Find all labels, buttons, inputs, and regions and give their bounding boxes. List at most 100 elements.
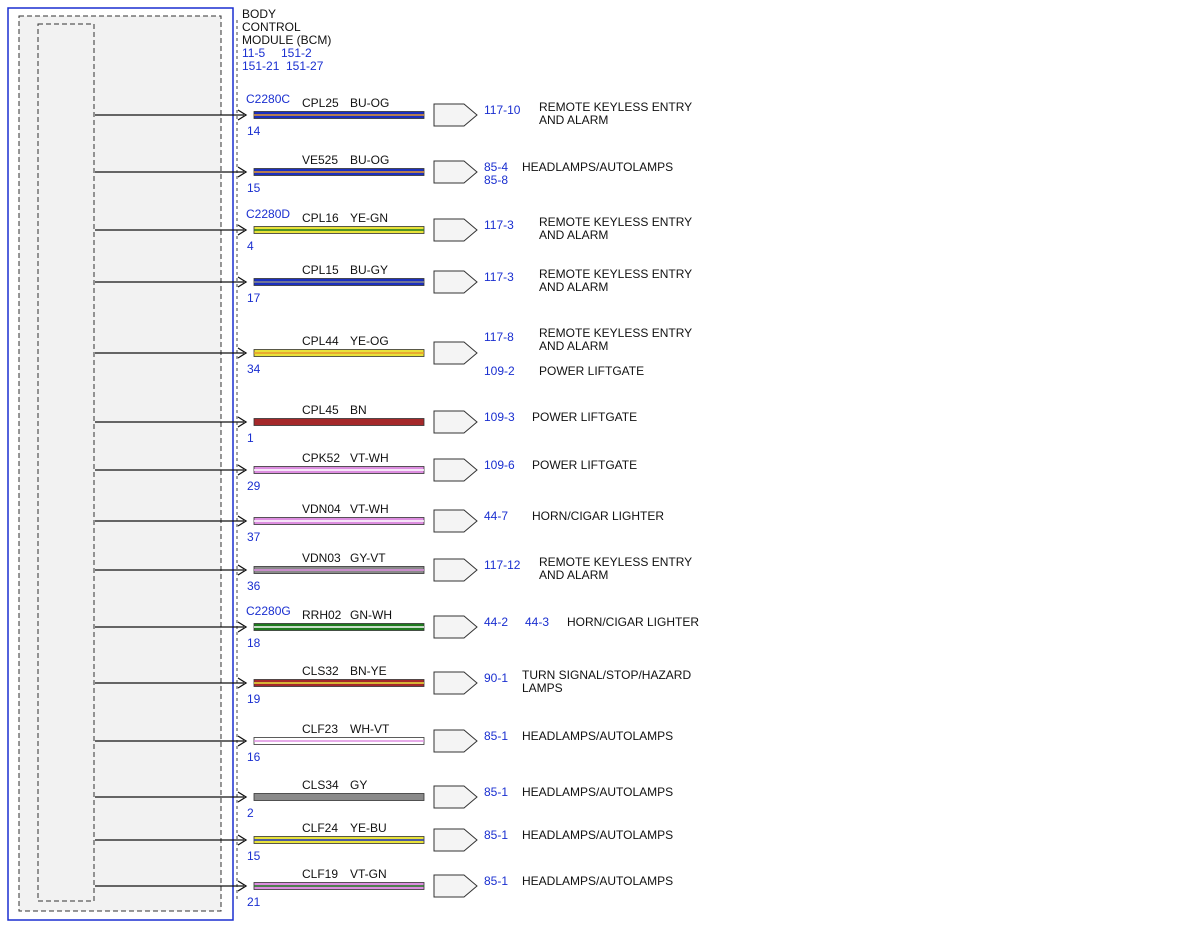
connector-shape[interactable] bbox=[433, 160, 478, 184]
pin-number: 29 bbox=[247, 479, 261, 493]
circuit-id: CPK52 bbox=[302, 451, 340, 465]
pin-arrow-icon bbox=[237, 834, 248, 846]
connector-shape[interactable] bbox=[433, 874, 478, 898]
connector-shape[interactable] bbox=[433, 615, 478, 639]
pin-arrow-icon bbox=[237, 224, 248, 236]
circuit-id: CLF23 bbox=[302, 722, 338, 736]
pin-number: 4 bbox=[247, 239, 254, 253]
pin-arrow-icon bbox=[237, 166, 248, 178]
destination-label: HORN/CIGAR LIGHTER bbox=[532, 509, 664, 523]
pin-number: 1 bbox=[247, 431, 254, 445]
connector-shape[interactable] bbox=[433, 341, 478, 365]
wire-color-code: YE-GN bbox=[350, 211, 388, 225]
destination-label: HORN/CIGAR LIGHTER bbox=[567, 615, 699, 629]
circuit-id: CPL45 bbox=[302, 403, 339, 417]
pin-arrow-icon bbox=[237, 515, 248, 527]
circuit-id: VDN03 bbox=[302, 551, 341, 565]
page-ref-link[interactable]: 85-1 bbox=[484, 874, 508, 888]
bcm-module-outer-dashed bbox=[18, 15, 222, 912]
wire[interactable] bbox=[253, 418, 425, 426]
wire-color-code: GY bbox=[350, 778, 367, 792]
destination-label: HEADLAMPS/AUTOLAMPS bbox=[522, 874, 673, 888]
pin-number: 36 bbox=[247, 579, 261, 593]
wire-color-code: YE-OG bbox=[350, 334, 389, 348]
connector-shape[interactable] bbox=[433, 671, 478, 695]
module-ref[interactable]: 151-27 bbox=[286, 59, 324, 73]
page-ref-link[interactable]: 117-12 bbox=[484, 558, 521, 572]
destination-label: POWER LIFTGATE bbox=[539, 364, 644, 378]
connector-shape[interactable] bbox=[433, 270, 478, 294]
destination-label: HEADLAMPS/AUTOLAMPS bbox=[522, 729, 673, 743]
circuit-id: CPL25 bbox=[302, 96, 339, 110]
destination-label: POWER LIFTGATE bbox=[532, 458, 637, 472]
connector-shape[interactable] bbox=[433, 558, 478, 582]
page-ref-link[interactable]: 109-2 bbox=[484, 364, 515, 378]
pin-arrow-icon bbox=[237, 735, 248, 747]
module-title-line-1: BODY bbox=[242, 7, 276, 21]
circuit-id: CLS34 bbox=[302, 778, 339, 792]
circuit-id: CLS32 bbox=[302, 664, 339, 678]
page-ref-link[interactable]: 85-1 bbox=[484, 828, 508, 842]
module-ref[interactable]: 11-5 bbox=[242, 46, 265, 60]
destination-label: REMOTE KEYLESS ENTRY bbox=[539, 267, 692, 281]
module-title-line-2: CONTROL bbox=[242, 20, 301, 34]
page-ref-link[interactable]: 85-8 bbox=[484, 173, 508, 187]
pin-arrow-icon bbox=[237, 621, 248, 633]
pin-number: 16 bbox=[247, 750, 261, 764]
connector-shape[interactable] bbox=[433, 509, 478, 533]
destination-label: REMOTE KEYLESS ENTRY bbox=[539, 215, 692, 229]
wire-color-code: VT-GN bbox=[350, 867, 387, 881]
circuit-id: VE525 bbox=[302, 153, 338, 167]
destination-label: POWER LIFTGATE bbox=[532, 410, 637, 424]
wire-color-code: BN bbox=[350, 403, 367, 417]
page-ref-link[interactable]: 44-2 bbox=[484, 615, 508, 629]
circuit-id: RRH02 bbox=[302, 608, 342, 622]
destination-label: AND ALARM bbox=[539, 339, 608, 353]
page-ref-link[interactable]: 85-1 bbox=[484, 729, 508, 743]
circuit-id: VDN04 bbox=[302, 502, 341, 516]
destination-label: AND ALARM bbox=[539, 228, 608, 242]
pin-number: 15 bbox=[247, 181, 261, 195]
wire-color-code: VT-WH bbox=[350, 502, 389, 516]
connector-shape[interactable] bbox=[433, 410, 478, 434]
pin-arrow-icon bbox=[237, 564, 248, 576]
page-ref-link[interactable]: 117-3 bbox=[484, 270, 514, 284]
page-ref-link[interactable]: 109-3 bbox=[484, 410, 515, 424]
page-ref-link[interactable]: 44-3 bbox=[525, 615, 549, 629]
page-ref-link[interactable]: 117-8 bbox=[484, 330, 514, 344]
destination-label: AND ALARM bbox=[539, 280, 608, 294]
pin-arrow-icon bbox=[237, 464, 248, 476]
page-ref-link[interactable]: 85-4 bbox=[484, 160, 508, 174]
page-ref-link[interactable]: 90-1 bbox=[484, 671, 508, 685]
page-ref-link[interactable]: 44-7 bbox=[484, 509, 508, 523]
connector-id[interactable]: C2280G bbox=[246, 604, 291, 618]
circuit-id: CPL16 bbox=[302, 211, 339, 225]
module-title-line-3: MODULE (BCM) bbox=[242, 33, 331, 47]
module-ref[interactable]: 151-2 bbox=[281, 46, 312, 60]
connector-id[interactable]: C2280C bbox=[246, 92, 290, 106]
connector-shape[interactable] bbox=[433, 218, 478, 242]
connector-shape[interactable] bbox=[433, 103, 478, 127]
page-ref-link[interactable]: 117-3 bbox=[484, 218, 514, 232]
wire-color-code: BU-OG bbox=[350, 96, 389, 110]
connector-shape[interactable] bbox=[433, 828, 478, 852]
pin-number: 18 bbox=[247, 636, 261, 650]
circuit-id: CPL15 bbox=[302, 263, 339, 277]
pin-number: 15 bbox=[247, 849, 261, 863]
connector-shape[interactable] bbox=[433, 729, 478, 753]
wire[interactable] bbox=[253, 793, 425, 801]
connector-shape[interactable] bbox=[433, 785, 478, 809]
connector-id[interactable]: C2280D bbox=[246, 207, 290, 221]
page-ref-link[interactable]: 85-1 bbox=[484, 785, 508, 799]
destination-label: REMOTE KEYLESS ENTRY bbox=[539, 326, 692, 340]
wire-color-code: GN-WH bbox=[350, 608, 392, 622]
connector-shape[interactable] bbox=[433, 458, 478, 482]
destination-label: TURN SIGNAL/STOP/HAZARD bbox=[522, 668, 691, 682]
page-ref-link[interactable]: 109-6 bbox=[484, 458, 515, 472]
module-ref[interactable]: 151-21 bbox=[242, 59, 280, 73]
wire-color-code: BU-OG bbox=[350, 153, 389, 167]
bcm-module-inner-dashed bbox=[37, 23, 95, 902]
destination-label: AND ALARM bbox=[539, 568, 608, 582]
wire-color-code: YE-BU bbox=[350, 821, 387, 835]
page-ref-link[interactable]: 117-10 bbox=[484, 103, 521, 117]
